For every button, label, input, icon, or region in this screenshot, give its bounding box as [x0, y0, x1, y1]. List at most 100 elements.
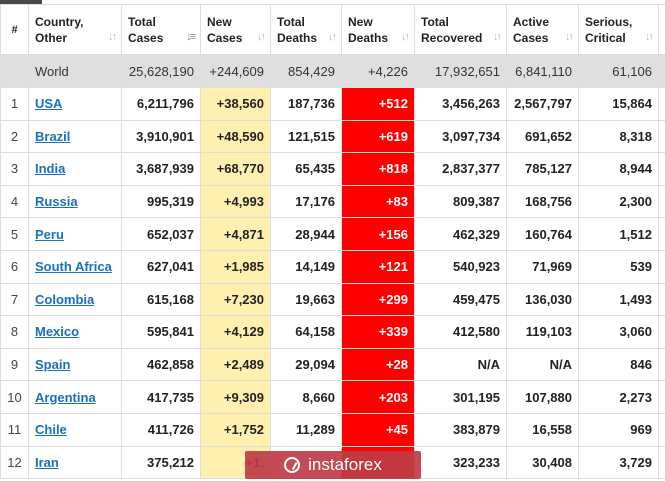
- table-row: 1 USA 6,211,796 +38,560 187,736 +512 3,456,263…: [0, 87, 665, 121]
- new-deaths-cell: +121: [341, 249, 415, 284]
- active-cases-cell: 71,969: [506, 249, 579, 284]
- row-index: 10: [0, 380, 29, 414]
- total-recovered-cell: 412,580: [414, 315, 507, 349]
- country-cell: Peru: [28, 217, 122, 251]
- serious-cell: 2,273: [578, 380, 659, 414]
- sort-arrows-icon[interactable]: ↓↑: [108, 31, 117, 43]
- country-link[interactable]: India: [35, 161, 66, 177]
- serious-cell: 2,300: [578, 184, 659, 219]
- serious-cell: 8,318: [578, 119, 659, 154]
- header-total-deaths[interactable]: Total Deaths ↓↑: [270, 4, 342, 55]
- total-cases-cell: 3,910,901: [121, 119, 201, 154]
- overflow-cell: [658, 217, 665, 251]
- row-index: 2: [0, 119, 29, 154]
- country-link[interactable]: Russia: [35, 194, 78, 210]
- overflow-cell: [658, 249, 665, 284]
- active-cases-cell: 2,567,797: [506, 87, 579, 121]
- serious-cell: 539: [578, 249, 659, 284]
- row-index: 12: [0, 445, 29, 480]
- header-index[interactable]: #: [0, 4, 29, 55]
- new-cases-cell: +4,871: [200, 217, 271, 251]
- country-link[interactable]: USA: [35, 96, 63, 112]
- world-total-cases: 25,628,190: [121, 54, 201, 88]
- total-recovered-cell: 323,233: [414, 445, 507, 480]
- header-new-deaths[interactable]: New Deaths ↓↑: [341, 4, 415, 55]
- country-cell: South Africa: [28, 249, 122, 284]
- total-recovered-cell: 2,837,377: [414, 152, 507, 186]
- row-index: 3: [0, 152, 29, 186]
- sort-arrows-icon[interactable]: ↓↑: [565, 31, 574, 43]
- header-total-recovered[interactable]: Total Recovered ↓↑: [414, 4, 507, 55]
- total-cases-cell: 417,735: [121, 380, 201, 414]
- new-deaths-cell: +299: [341, 282, 415, 317]
- new-deaths-cell: +45: [341, 412, 415, 447]
- country-link[interactable]: Brazil: [35, 128, 71, 144]
- country-link[interactable]: Argentina: [35, 389, 96, 405]
- total-cases-cell: 6,211,796: [121, 87, 201, 121]
- active-cases-cell: 785,127: [506, 152, 579, 186]
- world-serious: 61,106: [578, 54, 659, 88]
- country-link[interactable]: Colombia: [35, 291, 95, 307]
- total-deaths-cell: 19,663: [270, 282, 342, 317]
- country-link[interactable]: Mexico: [35, 324, 80, 340]
- table-row: 7 Colombia 615,168 +7,230 19,663 +299 459,475 1…: [0, 282, 665, 317]
- new-deaths-cell: +83: [341, 184, 415, 219]
- total-recovered-cell: N/A: [414, 347, 507, 382]
- header-new-cases[interactable]: New Cases ↓↑: [200, 4, 271, 55]
- sort-arrows-icon[interactable]: ↓↑: [493, 31, 502, 43]
- new-cases-cell: +9,309: [200, 380, 271, 414]
- total-recovered-cell: 383,879: [414, 412, 507, 447]
- header-total-cases[interactable]: Total Cases ↓≡: [121, 4, 201, 55]
- active-cases-cell: 160,764: [506, 217, 579, 251]
- total-deaths-cell: 14,149: [270, 249, 342, 284]
- country-cell: USA: [28, 87, 122, 121]
- world-total-recovered: 17,932,651: [414, 54, 507, 88]
- total-deaths-cell: 64,158: [270, 315, 342, 349]
- header-serious-critical[interactable]: Serious, Critical ↓↑: [578, 4, 659, 55]
- total-cases-cell: 595,841: [121, 315, 201, 349]
- sort-arrows-icon[interactable]: ↓↑: [328, 31, 337, 43]
- row-index: 8: [0, 315, 29, 349]
- country-cell: Brazil: [28, 119, 122, 154]
- new-cases-cell: +7,230: [200, 282, 271, 317]
- sort-desc-icon[interactable]: ↓≡: [186, 31, 196, 43]
- country-cell: Mexico: [28, 315, 122, 349]
- country-link[interactable]: Spain: [35, 357, 71, 373]
- serious-cell: 969: [578, 412, 659, 447]
- row-index: 7: [0, 282, 29, 317]
- world-overflow-cell: [658, 54, 665, 88]
- country-link[interactable]: Iran: [35, 454, 59, 470]
- country-link[interactable]: South Africa: [35, 259, 112, 275]
- new-cases-cell: +48,590: [200, 119, 271, 154]
- total-cases-cell: 627,041: [121, 249, 201, 284]
- active-cases-cell: 691,652: [506, 119, 579, 154]
- total-deaths-cell: 17,176: [270, 184, 342, 219]
- new-deaths-cell: +203: [341, 380, 415, 414]
- total-recovered-cell: 3,456,263: [414, 87, 507, 121]
- sort-arrows-icon[interactable]: ↓↑: [257, 31, 266, 43]
- sort-arrows-icon[interactable]: ↓↑: [645, 31, 654, 43]
- instaforex-watermark: instaforex: [245, 451, 421, 479]
- table-row: 11 Chile 411,726 +1,752 11,289 +45 383,879 16,5…: [0, 412, 665, 447]
- new-deaths-cell: +818: [341, 152, 415, 186]
- total-recovered-cell: 540,923: [414, 249, 507, 284]
- country-link[interactable]: Peru: [35, 226, 64, 242]
- header-country[interactable]: Country, Other ↓↑: [28, 4, 122, 55]
- total-recovered-cell: 809,387: [414, 184, 507, 219]
- serious-cell: 1,493: [578, 282, 659, 317]
- sort-arrows-icon[interactable]: ↓↑: [401, 31, 410, 43]
- overflow-cell: [658, 152, 665, 186]
- overflow-cell: [658, 347, 665, 382]
- watermark-text: instaforex: [308, 455, 382, 474]
- row-index: 1: [0, 87, 29, 121]
- total-deaths-cell: 121,515: [270, 119, 342, 154]
- total-cases-cell: 995,319: [121, 184, 201, 219]
- table-row: 3 India 3,687,939 +68,770 65,435 +818 2,837,37…: [0, 152, 665, 186]
- new-cases-cell: +4,993: [200, 184, 271, 219]
- row-index: 4: [0, 184, 29, 219]
- header-active-cases[interactable]: Active Cases ↓↑: [506, 4, 579, 55]
- row-index: 6: [0, 249, 29, 284]
- total-recovered-cell: 301,195: [414, 380, 507, 414]
- country-link[interactable]: Chile: [35, 422, 67, 438]
- active-cases-cell: 30,408: [506, 445, 579, 480]
